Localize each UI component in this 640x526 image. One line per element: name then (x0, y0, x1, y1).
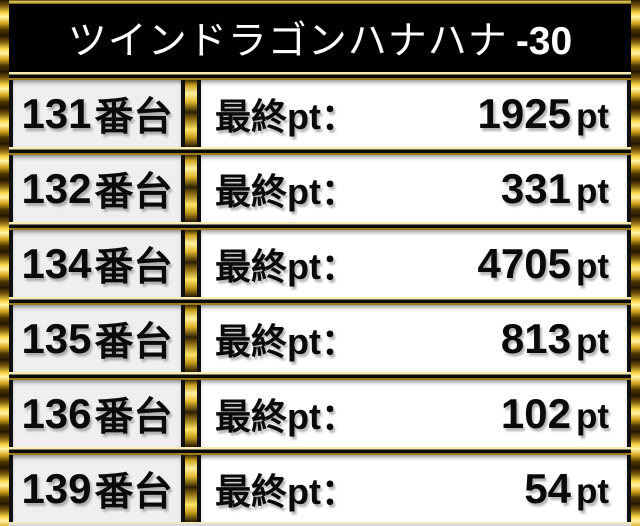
machine-number-cell: 136 番台 (9, 380, 185, 447)
final-pt-value: 1925 pt (478, 90, 609, 138)
final-pt-cell: 最終pt： 4705 pt (197, 230, 631, 297)
machine-number: 136 (21, 389, 92, 437)
gold-divider (185, 455, 197, 522)
machine-number: 135 (21, 314, 92, 362)
machine-row: 136 番台 最終pt： 102 pt (9, 380, 631, 447)
final-pt-unit: pt (575, 96, 609, 136)
machine-number-cell: 131 番台 (9, 80, 185, 147)
row-separator (9, 297, 631, 305)
final-pt-unit: pt (575, 321, 609, 361)
final-pt-cell: 最終pt： 54 pt (197, 455, 631, 522)
machine-row: 134 番台 最終pt： 4705 pt (9, 230, 631, 297)
final-pt-value: 813 pt (501, 315, 609, 363)
row-separator (9, 372, 631, 380)
machine-row: 139 番台 最終pt： 54 pt (9, 455, 631, 522)
final-pt-value: 102 pt (501, 390, 609, 438)
final-pt-value: 4705 pt (478, 240, 609, 288)
final-pt-unit: pt (575, 396, 609, 436)
gold-rail-right (631, 0, 640, 526)
board-header: ツインドラゴンハナハナ -30 (9, 4, 631, 72)
bottom-cut-strip (9, 522, 631, 526)
machine-number-cell: 139 番台 (9, 455, 185, 522)
final-pt-number: 1925 (477, 89, 571, 137)
machine-number: 131 (21, 89, 92, 137)
board-title: ツインドラゴンハナハナ -30 (68, 10, 572, 66)
machine-row: 132 番台 最終pt： 331 pt (9, 155, 631, 222)
final-pt-label: 最終pt： (215, 320, 357, 362)
gold-divider (185, 380, 197, 447)
final-pt-number: 331 (500, 164, 571, 212)
gold-divider (185, 230, 197, 297)
machine-counter-suffix: 番台 (94, 320, 173, 364)
final-pt-number: 102 (500, 389, 571, 437)
machine-number-cell: 132 番台 (9, 155, 185, 222)
machine-number: 139 (21, 464, 92, 512)
board-content: ツインドラゴンハナハナ -30 131 番台 最終pt： 1925 pt 132 … (9, 0, 631, 526)
board-title-main: ツインドラゴンハナハナ (67, 20, 508, 63)
final-pt-unit: pt (575, 246, 609, 286)
gold-divider (185, 305, 197, 372)
final-pt-cell: 最終pt： 102 pt (197, 380, 631, 447)
row-separator (9, 72, 631, 80)
final-pt-value: 331 pt (501, 165, 609, 213)
final-pt-number: 4705 (477, 239, 571, 287)
machine-number-cell: 134 番台 (9, 230, 185, 297)
gold-divider (185, 80, 197, 147)
header-top-gold-line (9, 0, 631, 4)
machine-counter-suffix: 番台 (94, 470, 173, 514)
final-pt-label: 最終pt： (215, 395, 357, 437)
final-pt-label: 最終pt： (215, 245, 357, 287)
machine-counter-suffix: 番台 (94, 170, 173, 214)
final-pt-label: 最終pt： (215, 95, 357, 137)
final-pt-label: 最終pt： (215, 470, 357, 512)
final-pt-number: 813 (500, 314, 571, 362)
machine-number: 134 (21, 239, 92, 287)
machine-row: 135 番台 最終pt： 813 pt (9, 305, 631, 372)
final-pt-cell: 最終pt： 331 pt (197, 155, 631, 222)
gold-divider (185, 155, 197, 222)
final-pt-cell: 最終pt： 813 pt (197, 305, 631, 372)
row-separator (9, 222, 631, 230)
row-separator (9, 147, 631, 155)
final-pt-label: 最終pt： (215, 170, 357, 212)
board-title-suffix: -30 (515, 20, 573, 63)
machine-counter-suffix: 番台 (94, 245, 173, 289)
machine-number: 132 (21, 164, 92, 212)
machine-counter-suffix: 番台 (94, 95, 173, 139)
machine-number-cell: 135 番台 (9, 305, 185, 372)
gold-rail-left (0, 0, 9, 526)
final-pt-unit: pt (575, 171, 609, 211)
final-pt-cell: 最終pt： 1925 pt (197, 80, 631, 147)
final-pt-value: 54 pt (524, 465, 609, 513)
machine-counter-suffix: 番台 (94, 395, 173, 439)
final-pt-unit: pt (575, 471, 609, 511)
machine-row: 131 番台 最終pt： 1925 pt (9, 80, 631, 147)
row-separator (9, 447, 631, 455)
final-pt-number: 54 (524, 464, 571, 512)
